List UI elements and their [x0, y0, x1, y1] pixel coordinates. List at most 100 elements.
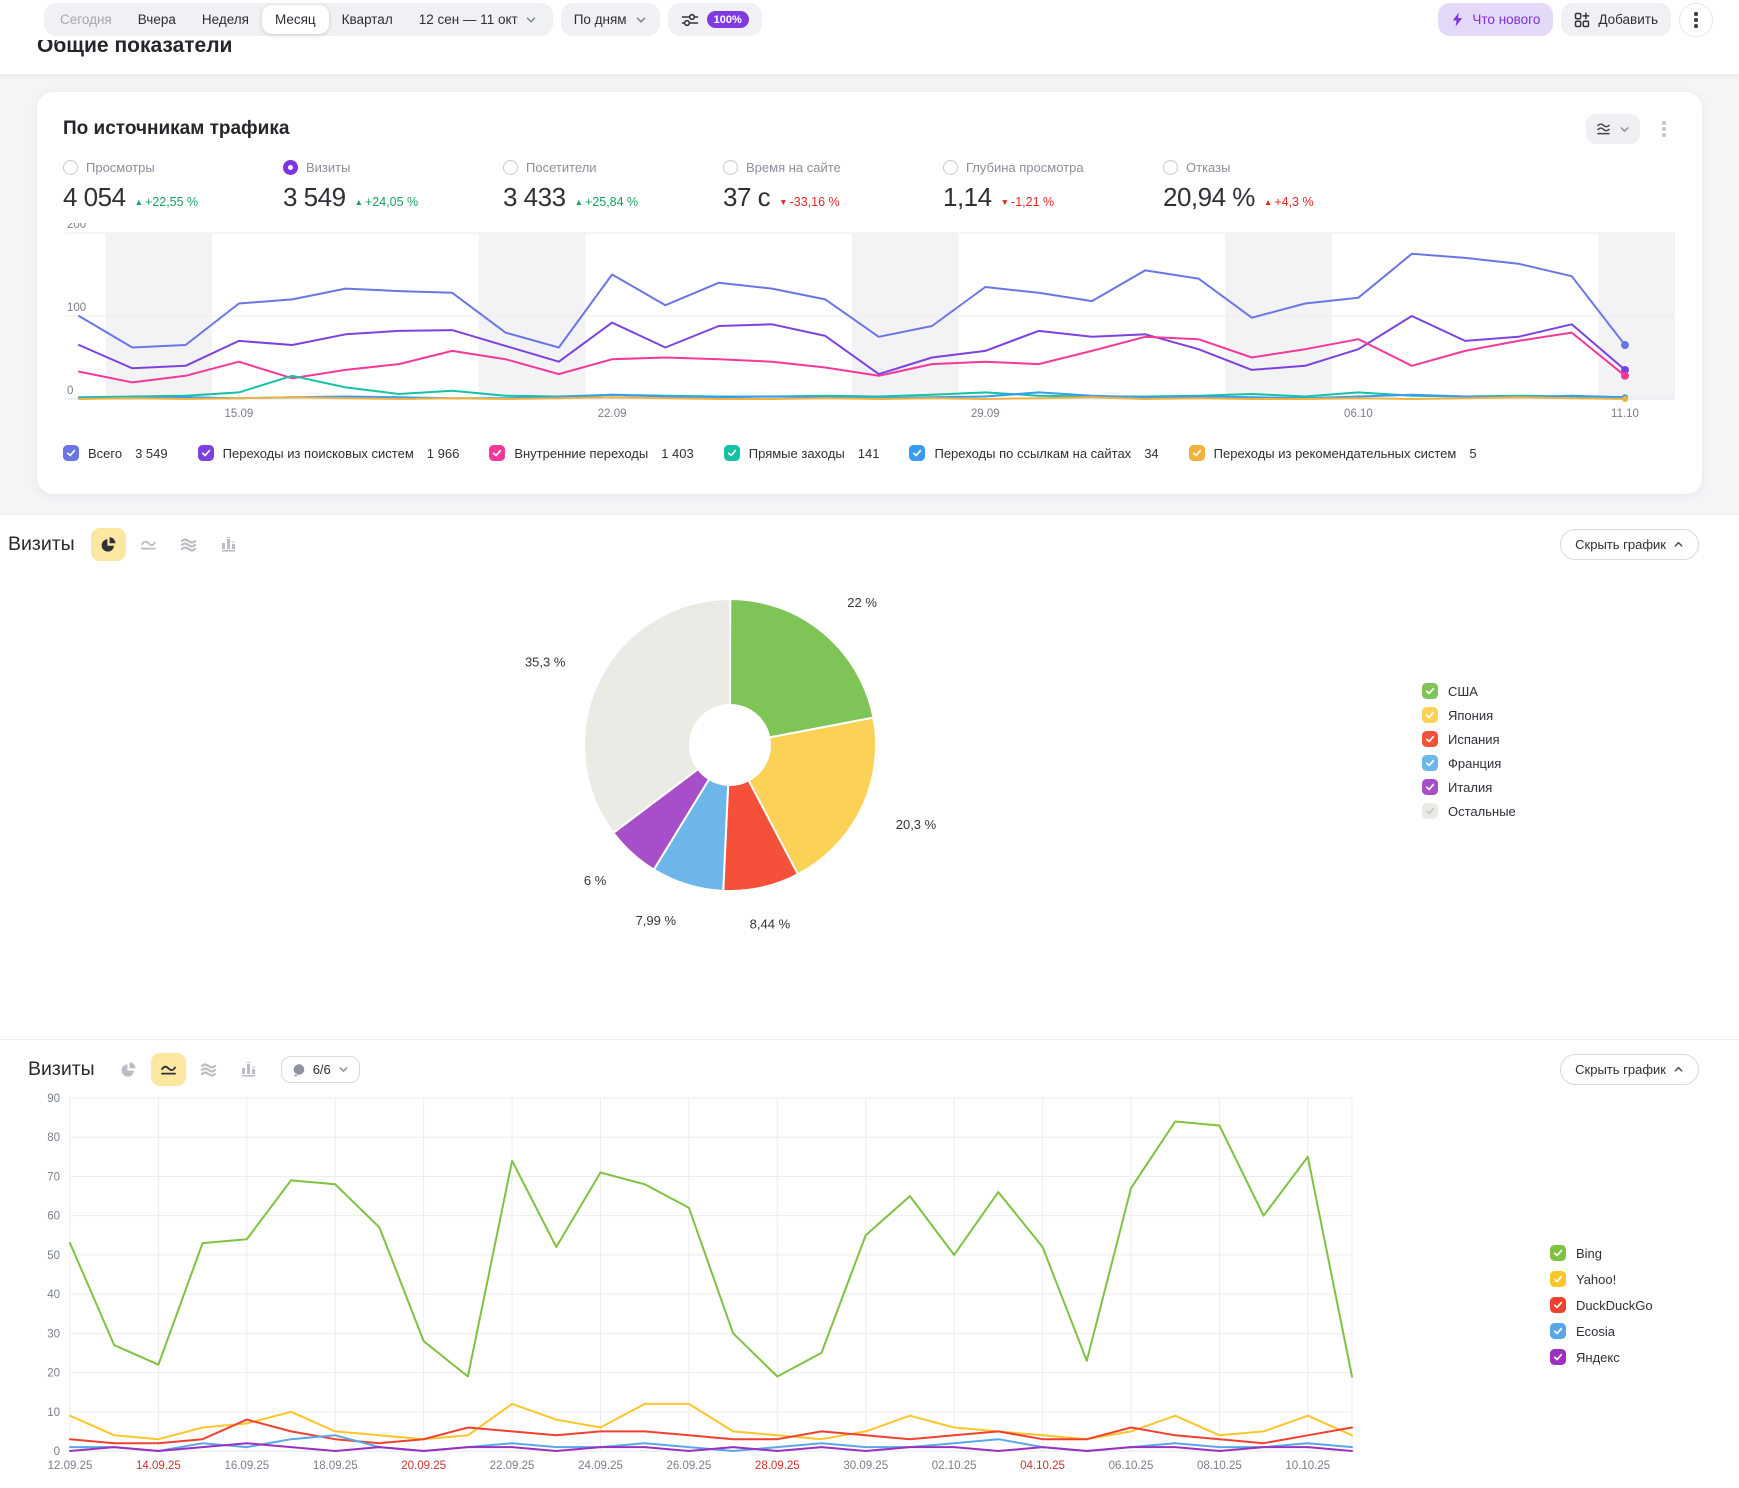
date-range-selector[interactable]: 12 сен — 11 окт — [406, 5, 550, 34]
kebab-icon — [1694, 12, 1698, 28]
checkbox-icon[interactable] — [1422, 707, 1438, 723]
checkbox-icon[interactable] — [1422, 803, 1438, 819]
checkbox-icon[interactable] — [1550, 1245, 1566, 1261]
metric-label: Просмотры — [86, 160, 155, 175]
tab-month[interactable]: Месяц — [261, 5, 329, 34]
donut-slice-Япония[interactable] — [747, 716, 877, 876]
legend-item-3[interactable]: Прямые заходы 141 — [723, 445, 879, 461]
legend-item-4[interactable]: Италия — [1422, 779, 1516, 795]
radio-icon[interactable] — [63, 160, 78, 175]
legend-item-1[interactable]: Переходы из поисковых систем 1 966 — [197, 445, 459, 461]
sampling-control[interactable]: 100% — [667, 3, 762, 36]
checkbox-icon[interactable] — [1550, 1271, 1566, 1287]
tab-week[interactable]: Неделя — [189, 5, 262, 34]
hide-chart-button[interactable]: Скрыть график — [1560, 1054, 1699, 1085]
tab-quarter[interactable]: Квартал — [329, 5, 406, 34]
tab-today[interactable]: Сегодня — [47, 5, 125, 34]
checkbox-icon[interactable] — [909, 445, 926, 461]
area-chart-button[interactable] — [191, 1053, 226, 1086]
area-chart-button[interactable] — [171, 528, 206, 561]
checkbox-icon[interactable] — [1422, 683, 1438, 699]
legend-label: США — [1448, 683, 1478, 699]
line-chart-button[interactable] — [150, 1053, 186, 1086]
legend-label: Переходы из поисковых систем — [222, 445, 414, 461]
granularity-label: По дням — [573, 12, 627, 27]
checkbox-icon[interactable] — [1422, 755, 1438, 771]
radio-icon[interactable] — [723, 160, 738, 175]
column-chart-button[interactable] — [231, 1053, 266, 1086]
legend-item-2[interactable]: Испания — [1422, 731, 1516, 747]
legend-item-5[interactable]: Переходы из рекомендательных систем 5 — [1188, 445, 1477, 461]
series-count-selector[interactable]: 6/6 — [280, 1056, 360, 1083]
legend-item-2[interactable]: DuckDuckGo — [1550, 1297, 1653, 1313]
pie-chart-button[interactable] — [90, 528, 126, 561]
legend-label: Япония — [1448, 707, 1494, 723]
legend-item-3[interactable]: Ecosia — [1550, 1323, 1653, 1339]
column-chart-button[interactable] — [211, 528, 246, 561]
slice-label: 7,99 % — [636, 913, 677, 928]
radio-icon[interactable] — [503, 160, 518, 175]
x-axis-label: 14.09.25 — [136, 1460, 181, 1472]
radio-icon[interactable] — [283, 160, 298, 175]
legend-item-0[interactable]: Bing — [1550, 1245, 1653, 1261]
metric-0[interactable]: Просмотры 4 054 ▲ +22,55 % — [63, 160, 283, 213]
legend-item-1[interactable]: Япония — [1422, 707, 1516, 723]
checkbox-icon[interactable] — [723, 445, 740, 461]
checkbox-icon[interactable] — [489, 445, 506, 461]
legend-label: Внутренние переходы — [514, 445, 649, 461]
tab-yesterday[interactable]: Вчера — [125, 5, 189, 34]
legend-label: Остальные — [1448, 803, 1516, 819]
checkbox-icon[interactable] — [1422, 731, 1438, 747]
legend-item-5[interactable]: Остальные — [1422, 803, 1516, 819]
legend-item-0[interactable]: Всего 3 549 — [63, 445, 168, 461]
metric-value: 4 054 — [63, 182, 126, 212]
visits-donut-chart[interactable]: 22 % 20,3 % 8,44 % 7,99 % 6 % 35,3 % — [420, 567, 1040, 937]
checkbox-icon[interactable] — [197, 445, 214, 461]
metric-3[interactable]: Время на сайте 37 с ▼ -33,16 % — [723, 160, 943, 213]
legend-label: Переходы из рекомендательных систем — [1213, 445, 1457, 461]
metric-value: 20,94 % — [1163, 182, 1255, 212]
checkbox-icon[interactable] — [1550, 1349, 1566, 1365]
check-icon — [727, 449, 736, 457]
legend-item-3[interactable]: Франция — [1422, 755, 1516, 771]
chart-view-switcher[interactable] — [1586, 114, 1640, 144]
add-button[interactable]: Добавить — [1561, 3, 1671, 36]
checkbox-icon[interactable] — [1550, 1323, 1566, 1339]
legend-item-1[interactable]: Yahoo! — [1550, 1271, 1653, 1287]
area-chart-icon — [200, 1063, 216, 1077]
radio-icon[interactable] — [943, 160, 958, 175]
x-axis-label: 04.10.25 — [1020, 1460, 1065, 1472]
traffic-sources-chart[interactable]: 0 100 200 15.09 22.09 29.09 06.10 11.10 — [65, 223, 1675, 431]
legend-label: Яндекс — [1576, 1349, 1620, 1365]
checkbox-icon[interactable] — [1550, 1297, 1566, 1313]
metric-1[interactable]: Визиты 3 549 ▲ +24,05 % — [283, 160, 503, 213]
metric-label: Визиты — [306, 160, 351, 175]
checkbox-icon[interactable] — [63, 445, 79, 461]
legend-label: Испания — [1448, 731, 1500, 747]
legend-item-4[interactable]: Яндекс — [1550, 1349, 1653, 1365]
line-chart-button[interactable] — [131, 528, 166, 561]
card-menu-button[interactable] — [1652, 117, 1676, 141]
radio-icon[interactable] — [1163, 160, 1178, 175]
legend-item-0[interactable]: США — [1422, 683, 1516, 699]
pie-chart-button[interactable] — [111, 1053, 146, 1086]
metric-2[interactable]: Посетители 3 433 ▲ +25,84 % — [503, 160, 723, 213]
check-icon — [1553, 1275, 1563, 1283]
metric-5[interactable]: Отказы 20,94 % ▲ +4,3 % — [1163, 160, 1383, 213]
metric-4[interactable]: Глубина просмотра 1,14 ▼ -1,21 % — [943, 160, 1163, 213]
donut-slice-США[interactable] — [729, 597, 875, 739]
card-title: По источникам трафика — [63, 118, 290, 139]
legend-item-2[interactable]: Внутренние переходы 1 403 — [489, 445, 694, 461]
checkbox-icon[interactable] — [1422, 779, 1438, 795]
whats-new-button[interactable]: Что нового — [1438, 3, 1554, 36]
granularity-selector[interactable]: По дням — [560, 3, 660, 36]
more-menu-button[interactable] — [1679, 3, 1713, 37]
donut-slice-Остальные[interactable] — [583, 598, 732, 835]
check-icon — [1425, 687, 1435, 695]
slice-label: 6 % — [584, 873, 607, 888]
legend-item-4[interactable]: Переходы по ссылкам на сайтах 34 — [909, 445, 1159, 461]
y-axis-label: 70 — [47, 1171, 60, 1183]
search-engines-chart[interactable]: 0 10 20 30 40 50 60 70 80 90 12.09.25 14.09.25 16.09… — [22, 1084, 1382, 1482]
hide-chart-button[interactable]: Скрыть график — [1560, 529, 1699, 560]
checkbox-icon[interactable] — [1188, 445, 1205, 461]
